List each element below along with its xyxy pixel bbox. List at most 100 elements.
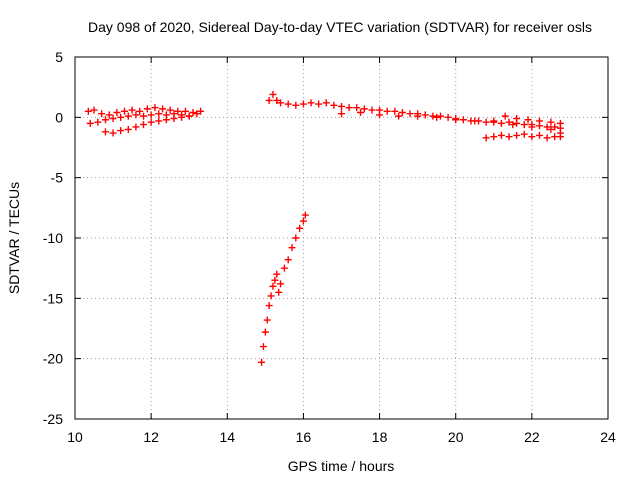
data-point — [170, 115, 178, 123]
data-point — [275, 288, 283, 296]
chart-title: Day 098 of 2020, Sidereal Day-to-day VTE… — [88, 19, 592, 35]
data-point — [528, 133, 536, 141]
data-point — [471, 117, 479, 125]
data-point — [398, 109, 406, 117]
data-point — [86, 119, 94, 127]
data-point — [277, 280, 285, 288]
data-point — [151, 104, 159, 112]
data-point — [395, 112, 403, 120]
data-point — [322, 99, 330, 107]
data-point — [452, 116, 460, 124]
data-point — [258, 358, 266, 366]
data-point — [263, 316, 271, 324]
series-segment-2 — [258, 211, 309, 366]
data-point — [98, 110, 106, 118]
data-point — [551, 123, 559, 131]
data-point — [105, 111, 113, 119]
data-point — [547, 118, 555, 126]
data-point — [556, 133, 564, 141]
data-point — [193, 110, 201, 118]
x-tick-label: 10 — [67, 429, 83, 445]
data-point — [513, 131, 521, 139]
data-point — [259, 343, 267, 351]
data-point — [315, 100, 323, 108]
data-point — [117, 113, 125, 121]
data-point — [482, 118, 490, 126]
data-point — [406, 110, 414, 118]
data-point — [178, 113, 186, 121]
x-tick-label: 16 — [296, 429, 312, 445]
data-point — [124, 112, 132, 120]
data-point — [524, 116, 532, 124]
data-point — [307, 99, 315, 107]
data-point — [113, 109, 121, 117]
data-point — [490, 118, 498, 126]
data-point — [338, 110, 345, 118]
data-point — [330, 101, 338, 109]
data-point — [143, 105, 151, 113]
data-point — [547, 125, 555, 133]
data-point — [174, 107, 182, 115]
data-point — [265, 96, 273, 104]
data-point — [421, 111, 429, 119]
data-point — [528, 123, 536, 131]
data-point — [132, 123, 140, 131]
data-point — [556, 119, 564, 127]
data-point — [436, 112, 444, 120]
data-point — [197, 107, 205, 115]
y-tick-label: -10 — [43, 230, 63, 246]
data-point — [444, 113, 452, 121]
data-point — [299, 100, 307, 108]
data-point — [267, 292, 275, 300]
x-tick-label: 20 — [448, 429, 464, 445]
y-tick-label: -25 — [43, 411, 63, 427]
x-tick-label: 12 — [143, 429, 159, 445]
data-point — [101, 128, 109, 136]
data-point — [185, 112, 193, 120]
data-point — [490, 133, 498, 141]
data-point — [265, 302, 273, 310]
data-point — [84, 107, 92, 115]
data-point — [124, 125, 132, 133]
data-points — [84, 90, 564, 366]
data-point — [109, 115, 117, 123]
y-tick-label: -20 — [43, 351, 63, 367]
y-tick-label: 5 — [55, 49, 63, 65]
data-point — [353, 104, 361, 112]
data-point — [90, 106, 98, 114]
data-point — [535, 131, 543, 139]
data-point — [376, 111, 384, 119]
data-point — [140, 121, 148, 129]
x-axis-label: GPS time / hours — [288, 458, 395, 474]
series-segment-3 — [265, 90, 564, 142]
data-point — [299, 217, 307, 225]
data-point — [513, 115, 521, 123]
data-point — [101, 116, 109, 124]
data-point — [271, 276, 279, 284]
data-point — [433, 113, 441, 121]
axis-ticks: 10 12 14 16 18 20 22 24 5 0 -5 -10 -15 -20 -25 — [43, 49, 616, 445]
data-point — [273, 96, 281, 104]
data-point — [497, 119, 505, 127]
data-point — [535, 117, 543, 125]
data-point — [505, 118, 513, 126]
data-point — [414, 112, 422, 120]
data-point — [269, 90, 277, 98]
data-point — [345, 104, 353, 112]
data-point — [357, 109, 365, 117]
y-axis-label: SDTVAR / TECUs — [6, 182, 22, 294]
data-point — [269, 282, 277, 290]
data-point — [181, 107, 189, 115]
data-point — [288, 244, 296, 252]
data-point — [505, 133, 513, 141]
y-tick-label: 0 — [55, 109, 63, 125]
data-point — [482, 134, 490, 142]
data-point — [273, 270, 281, 278]
data-point — [368, 106, 376, 114]
data-point — [509, 121, 517, 129]
data-point — [429, 112, 437, 120]
data-point — [360, 105, 368, 113]
data-point — [301, 211, 309, 219]
x-tick-label: 24 — [600, 429, 616, 445]
